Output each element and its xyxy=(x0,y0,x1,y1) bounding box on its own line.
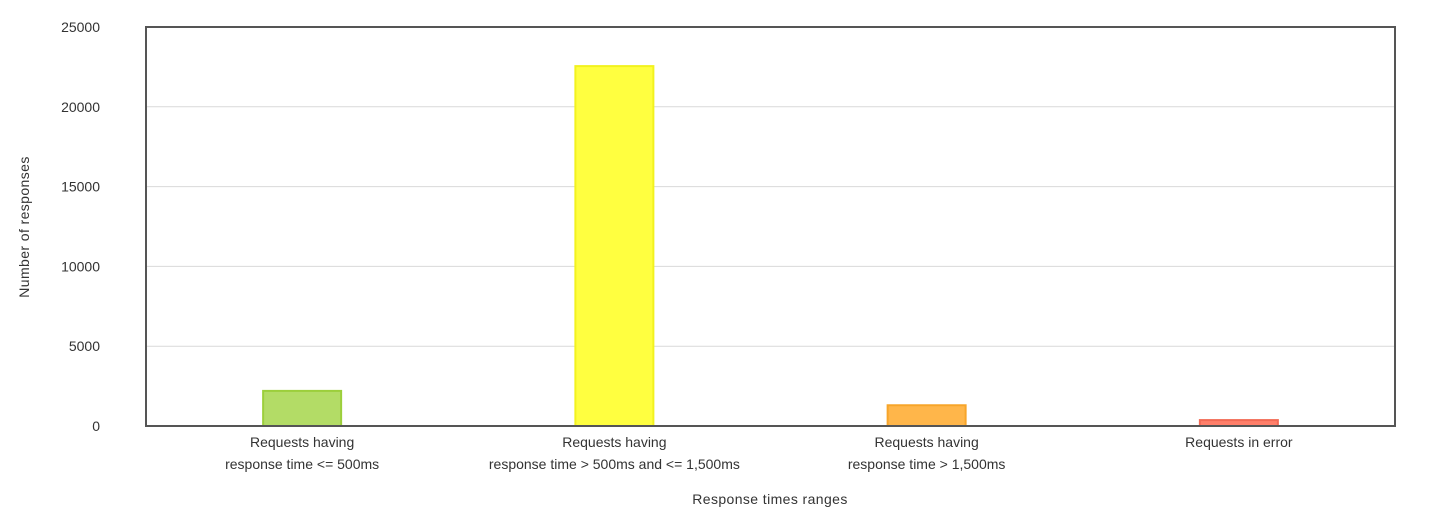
bar[interactable] xyxy=(262,389,343,427)
plot-frame xyxy=(145,26,1396,427)
y-tick-label: 5000 xyxy=(69,338,100,354)
x-category-label: response time > 500ms and <= 1,500ms xyxy=(489,456,740,472)
y-tick-label: 25000 xyxy=(61,19,100,35)
x-category-label: Requests having xyxy=(250,434,354,450)
x-category-label: Requests having xyxy=(562,434,666,450)
bar[interactable] xyxy=(574,65,655,428)
y-axis-title: Number of responses xyxy=(16,156,32,297)
x-category-label: response time <= 500ms xyxy=(225,456,379,472)
x-category-label: response time > 1,500ms xyxy=(848,456,1006,472)
y-tick-label: 0 xyxy=(92,418,100,434)
gridlines xyxy=(146,106,1395,347)
bar[interactable] xyxy=(886,404,967,428)
y-tick-label: 10000 xyxy=(61,258,100,274)
y-tick-labels: 0 5000 10000 15000 20000 25000 xyxy=(61,19,100,434)
x-category-label: Requests in error xyxy=(1185,434,1293,450)
y-tick-label: 15000 xyxy=(61,179,100,195)
x-category-labels: Requests having response time <= 500ms Req… xyxy=(225,434,1293,472)
x-axis-title: Response times ranges xyxy=(692,491,847,507)
x-category-label: Requests having xyxy=(874,434,978,450)
y-tick-label: 20000 xyxy=(61,99,100,115)
bars xyxy=(262,65,1279,428)
